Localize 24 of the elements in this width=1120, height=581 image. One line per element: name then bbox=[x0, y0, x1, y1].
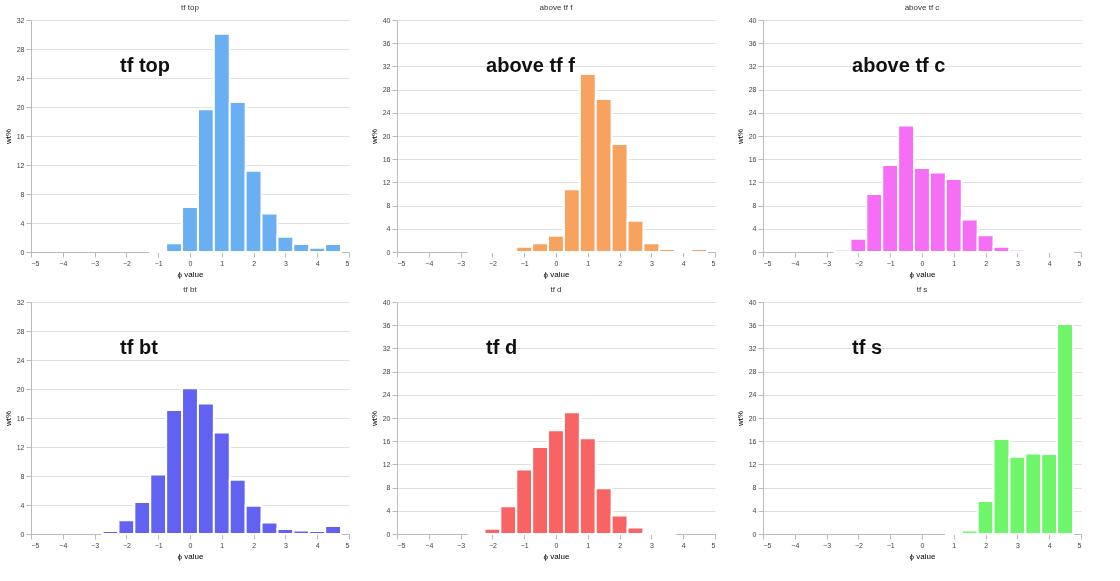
y-axis-title: wt% bbox=[735, 410, 745, 428]
x-axis-title: ϕ value bbox=[177, 551, 204, 561]
annotation: tf s bbox=[852, 336, 883, 359]
chart-title: tf d bbox=[550, 285, 562, 294]
chart-title: above tf f bbox=[539, 3, 574, 12]
annotation: tf top bbox=[120, 54, 171, 77]
y-axis-title: wt% bbox=[369, 410, 379, 428]
y-axis-title: wt% bbox=[369, 128, 379, 146]
y-axis-title: wt% bbox=[735, 128, 745, 146]
x-axis-title: ϕ value bbox=[543, 269, 570, 279]
chart-title: tf top bbox=[181, 3, 200, 12]
annotation: above tf c bbox=[852, 54, 946, 77]
chart-title: above tf c bbox=[904, 3, 940, 12]
x-axis-title: ϕ value bbox=[909, 551, 936, 561]
y-axis-title: wt% bbox=[3, 410, 13, 428]
x-axis-title: ϕ value bbox=[177, 269, 204, 279]
annotation: tf bt bbox=[120, 336, 159, 359]
x-axis-title: ϕ value bbox=[543, 551, 570, 561]
annotation: above tf f bbox=[486, 54, 576, 77]
chart-title: tf bt bbox=[183, 285, 198, 294]
y-axis-title: wt% bbox=[3, 128, 13, 146]
x-axis-title: ϕ value bbox=[909, 269, 936, 279]
chart-title: tf s bbox=[916, 285, 928, 294]
annotation: tf d bbox=[486, 336, 518, 359]
